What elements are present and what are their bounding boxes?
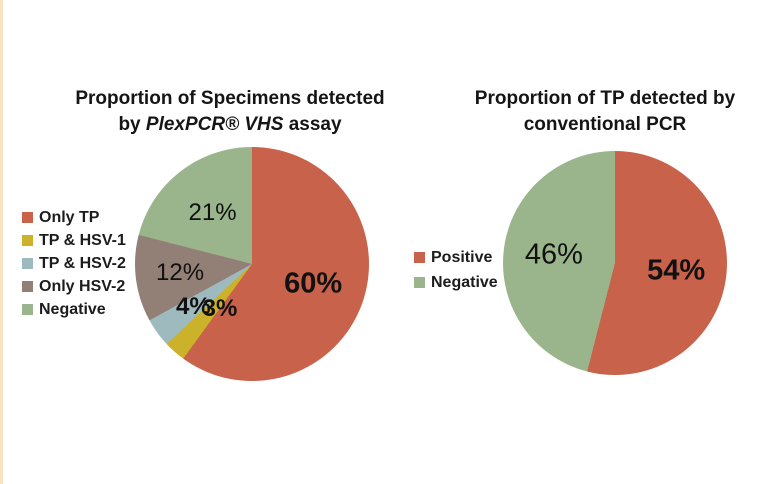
legend-label: Positive — [431, 248, 493, 266]
title-line2-pre: by — [118, 114, 146, 135]
legend-item: TP & HSV-2 — [22, 252, 126, 275]
pie-data-label: 21% — [188, 199, 237, 227]
legend-swatch — [22, 304, 33, 315]
legend-label: TP & HSV-2 — [39, 254, 126, 272]
legend-item: Positive — [414, 245, 498, 270]
pie-plexpcr: 60% 3% 4% 12% 21% — [135, 147, 369, 381]
pie-conventional-pcr: 54% 46% — [503, 151, 727, 375]
legend-label: TP & HSV-1 — [39, 231, 126, 249]
title-line1: Proportion of TP detected by — [474, 88, 736, 109]
legend-item: TP & HSV-1 — [22, 229, 126, 252]
legend-label: Negative — [431, 273, 498, 291]
legend-label: Negative — [39, 300, 106, 318]
chart-title-conventional-pcr: Proportion of TP detected by conventional… — [452, 86, 758, 138]
title-line2: conventional PCR — [523, 114, 687, 135]
legend-plexpcr: Only TP TP & HSV-1 TP & HSV-2 Only HSV-2 Neg… — [22, 206, 126, 321]
legend-conventional-pcr: Positive Negative — [414, 245, 498, 295]
pie-data-label: 60% — [284, 267, 343, 300]
legend-swatch — [22, 235, 33, 246]
legend-label: Only HSV-2 — [39, 277, 126, 295]
pie-data-label: 54% — [647, 254, 706, 287]
pie-data-label: 4% — [175, 292, 211, 320]
title-line2-italic: PlexPCR® VHS — [145, 114, 284, 135]
legend-swatch — [22, 212, 33, 223]
legend-swatch — [22, 281, 33, 292]
pie-data-label: 46% — [524, 238, 583, 271]
legend-swatch — [414, 277, 425, 288]
legend-label: Only TP — [39, 208, 100, 226]
chart-title-plexpcr: Proportion of Specimens detected by PlexP… — [55, 86, 405, 138]
legend-item: Only TP — [22, 206, 126, 229]
legend-swatch — [414, 252, 425, 263]
pie-data-label: 12% — [156, 259, 205, 287]
legend-item: Negative — [414, 270, 498, 295]
legend-swatch — [22, 258, 33, 269]
legend-item: Only HSV-2 — [22, 275, 126, 298]
title-line1: Proportion of Specimens detected — [75, 88, 385, 109]
pie-data-label: 3% — [202, 295, 238, 323]
left-edge-strip — [0, 0, 3, 484]
legend-item: Negative — [22, 298, 126, 321]
title-line2-post: assay — [283, 114, 342, 135]
